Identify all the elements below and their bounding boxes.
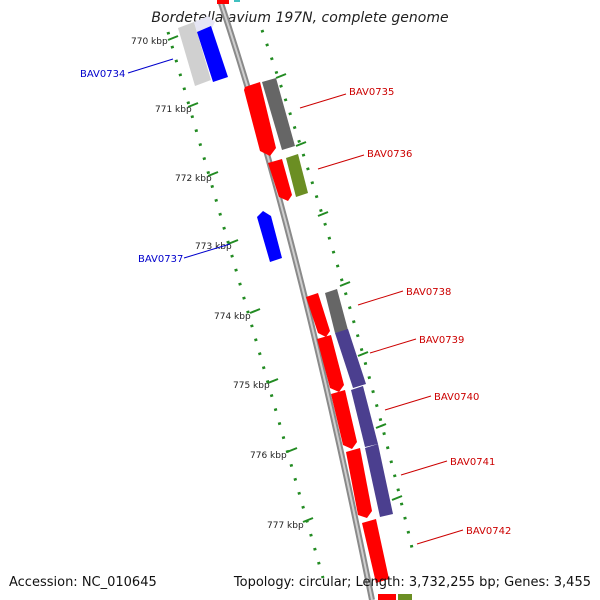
label-bav0737[interactable]: BAV0737 bbox=[138, 243, 231, 265]
label-bav0734[interactable]: BAV0734 bbox=[80, 58, 174, 80]
label-text-bav0739[interactable]: BAV0739 bbox=[419, 335, 464, 346]
tick-label-772: 772 kbp bbox=[175, 174, 212, 184]
gene-bav0738[interactable] bbox=[306, 289, 348, 337]
label-bav0738[interactable]: BAV0738 bbox=[357, 287, 451, 306]
label-text-bav0738[interactable]: BAV0738 bbox=[406, 287, 451, 298]
accession-text: Accession: NC_010645 bbox=[9, 575, 157, 590]
tick-label-773: 773 kbp bbox=[195, 242, 232, 252]
label-bav0739[interactable]: BAV0739 bbox=[369, 335, 464, 354]
gene-bav0734[interactable] bbox=[178, 16, 228, 86]
label-text-bav0734[interactable]: BAV0734 bbox=[80, 69, 125, 80]
label-text-bav0736[interactable]: BAV0736 bbox=[367, 149, 412, 160]
label-text-bav0740[interactable]: BAV0740 bbox=[434, 392, 479, 403]
label-bav0741[interactable]: BAV0741 bbox=[400, 457, 495, 476]
gene-bav0739[interactable] bbox=[317, 329, 366, 392]
gene-bav0741[interactable] bbox=[346, 444, 393, 518]
genome-summary-text: Topology: circular; Length: 3,732,255 bp… bbox=[233, 575, 591, 590]
gene-bav0742[interactable] bbox=[362, 519, 412, 600]
tick-772 bbox=[207, 171, 219, 177]
tick-777 bbox=[302, 517, 314, 523]
tick-771 bbox=[187, 102, 199, 108]
gene-fragment-top-red bbox=[217, 0, 229, 4]
tick-776 bbox=[286, 447, 298, 453]
label-bav0735[interactable]: BAV0735 bbox=[299, 87, 394, 109]
tick-label-776: 776 kbp bbox=[250, 451, 287, 461]
label-bav0740[interactable]: BAV0740 bbox=[384, 392, 479, 411]
tick-label-777: 777 kbp bbox=[267, 521, 304, 531]
label-text-bav0741[interactable]: BAV0741 bbox=[450, 457, 495, 468]
tick-label-774: 774 kbp bbox=[214, 312, 251, 322]
outer-dotted-ring bbox=[260, 29, 414, 549]
gene-bav0740[interactable] bbox=[331, 386, 378, 449]
label-text-bav0742[interactable]: BAV0742 bbox=[466, 526, 511, 537]
genome-backbone-highlight bbox=[219, 0, 373, 600]
tick-label-771: 771 kbp bbox=[155, 105, 192, 115]
tick-label-775: 775 kbp bbox=[233, 381, 270, 391]
gene-bav0737[interactable] bbox=[257, 211, 282, 262]
tick-770 bbox=[167, 35, 179, 41]
tick-775 bbox=[267, 378, 279, 384]
gene-fragment-top-cyan bbox=[234, 0, 240, 2]
label-text-bav0737[interactable]: BAV0737 bbox=[138, 254, 183, 265]
label-bav0736[interactable]: BAV0736 bbox=[317, 149, 412, 170]
label-text-bav0735[interactable]: BAV0735 bbox=[349, 87, 394, 98]
gene-bav0736[interactable] bbox=[268, 154, 308, 201]
label-bav0742[interactable]: BAV0742 bbox=[416, 526, 511, 545]
outer-tick-group bbox=[275, 73, 403, 501]
tick-label-770: 770 kbp bbox=[131, 37, 168, 47]
gene-bav0735[interactable] bbox=[244, 78, 295, 156]
tick-773 bbox=[227, 239, 239, 245]
tick-774 bbox=[249, 308, 261, 314]
tick-group: 770 kbp 771 kbp 772 kbp 773 kbp 774 kbp … bbox=[131, 35, 314, 531]
